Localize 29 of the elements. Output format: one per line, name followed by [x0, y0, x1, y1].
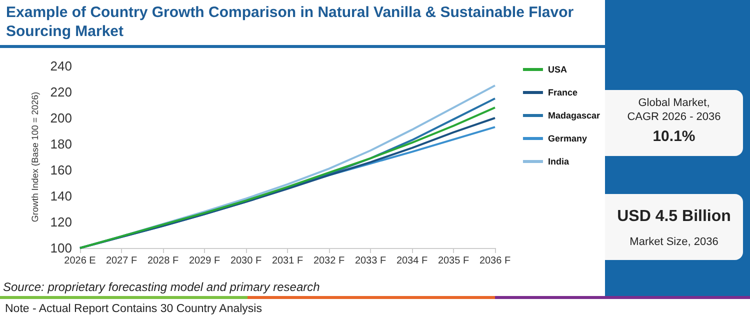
y-tick-label: 240	[50, 58, 72, 74]
x-tick-label: 2036 F	[479, 256, 511, 266]
x-tick-label: 2033 F	[354, 256, 386, 266]
y-tick-label: 100	[50, 240, 72, 256]
x-tick-label: 2030 F	[230, 256, 262, 266]
legend-label: Germany	[548, 134, 588, 144]
y-tick-label: 220	[50, 84, 72, 100]
x-tick-label: 2031 F	[272, 256, 304, 266]
y-axis-title: Growth Index (Base 100 = 2026)	[30, 92, 40, 222]
legend-label: France	[548, 88, 578, 98]
legend-label: Madagascar	[548, 110, 600, 120]
x-tick-label: 2034 F	[396, 256, 428, 266]
y-tick-label: 120	[50, 214, 72, 230]
side-panel: Global Market, CAGR 2026 - 2036 10.1% USD 4.5 Billion Market Size, 2036	[605, 0, 750, 296]
x-tick-label: 2035 F	[438, 256, 470, 266]
legend-label: USA	[548, 64, 568, 74]
x-tick-label: 2032 F	[313, 256, 345, 266]
y-tick-label: 200	[50, 110, 72, 126]
x-tick-label: 2029 F	[188, 256, 220, 266]
chart-title: Example of Country Growth Comparison in Natural Vanilla & Sustainable Flavor Sourcing Market	[6, 3, 575, 41]
y-tick-label: 140	[50, 188, 72, 204]
x-tick-label: 2026 E	[64, 256, 96, 266]
legend-label: India	[548, 156, 570, 166]
x-tick-label: 2028 F	[147, 256, 179, 266]
y-tick-label: 160	[50, 162, 72, 178]
x-tick-label: 2027 F	[106, 256, 138, 266]
text: Note - Actual Report Contains 30 Country Analysis	[5, 303, 262, 315]
source-note: Source: proprietary forecasting model and primary research	[3, 280, 320, 294]
y-tick-label: 180	[50, 136, 72, 152]
